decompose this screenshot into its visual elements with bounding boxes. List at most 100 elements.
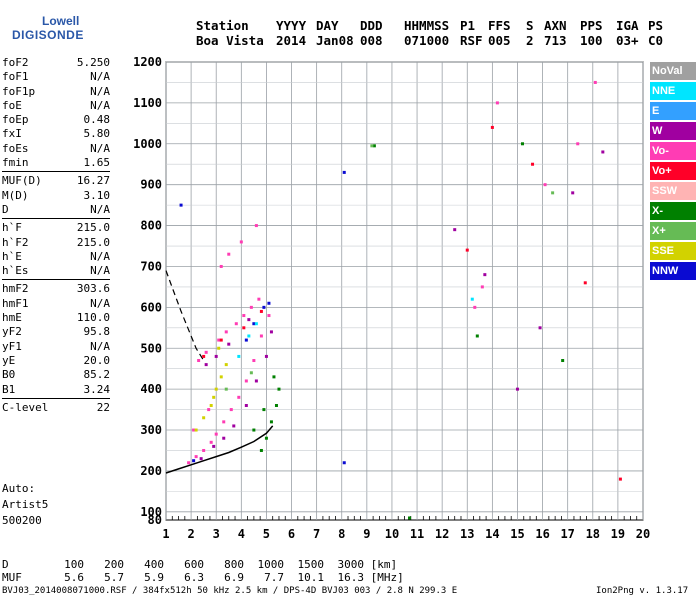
data-point: [583, 281, 587, 285]
y-tick-label: 1000: [133, 137, 162, 151]
data-point: [601, 150, 605, 154]
auto-label: Auto:: [2, 482, 36, 495]
data-point: [531, 162, 535, 166]
header-bottom-3: 008: [360, 33, 383, 48]
param-label: B1: [2, 382, 16, 396]
param-label: foF2: [2, 56, 29, 69]
param-row: MUF(D) 16.27: [2, 174, 110, 188]
data-point: [224, 330, 228, 334]
header-bottom-1: 2014: [276, 33, 307, 48]
param-row: hmE 110.0: [2, 311, 110, 325]
param-row: fmin 1.65: [2, 156, 110, 170]
data-point: [212, 444, 216, 448]
param-value: 5.250: [76, 56, 110, 69]
param-row: foEs N/A: [2, 142, 110, 156]
auto-program: Artist5: [2, 498, 49, 511]
y-tick-label: 300: [140, 423, 162, 437]
data-point: [483, 273, 487, 277]
data-point: [370, 144, 374, 148]
legend-item-noval: NoVal: [650, 62, 696, 80]
data-point: [237, 395, 241, 399]
data-point: [197, 359, 201, 363]
x-tick-label: 3: [213, 527, 220, 541]
y-tick-label: 400: [140, 382, 162, 396]
data-point: [187, 461, 191, 465]
param-value: 85.2: [83, 368, 111, 382]
data-point: [204, 363, 208, 367]
legend-item-ssw: SSW: [650, 182, 696, 200]
profile-dashed-curve: [165, 270, 205, 361]
data-point: [257, 297, 261, 301]
param-label: hmF1: [2, 296, 29, 310]
param-separator: [2, 171, 110, 173]
data-point: [212, 395, 216, 399]
x-tick-label: 17: [560, 527, 574, 541]
data-point: [207, 408, 211, 412]
data-point: [593, 80, 597, 84]
data-point: [252, 359, 256, 363]
row-value: 5.6: [64, 571, 84, 584]
x-tick-label: 8: [338, 527, 345, 541]
param-row: foE N/A: [2, 99, 110, 113]
header-bottom-6: 005: [488, 33, 511, 48]
legend-item-sse: SSE: [650, 242, 696, 260]
data-point: [192, 459, 196, 463]
param-value: N/A: [90, 264, 110, 278]
data-point: [264, 354, 268, 358]
header-top-4: HHMMSS: [404, 18, 450, 33]
param-row: h`F2 215.0: [2, 236, 110, 250]
x-tick-label: 16: [535, 527, 549, 541]
data-point: [202, 448, 206, 452]
data-point: [515, 387, 519, 391]
y-tick-label: 900: [140, 178, 162, 192]
param-row: D N/A: [2, 203, 110, 217]
param-value: 5.80: [83, 127, 111, 141]
data-point: [262, 408, 266, 412]
param-row: foF2 5.250: [2, 56, 110, 70]
data-point: [224, 387, 228, 391]
data-point: [227, 342, 231, 346]
param-label: D: [2, 202, 9, 216]
x-tick-label: 14: [485, 527, 499, 541]
data-point: [194, 455, 198, 459]
x-tick-label: 7: [313, 527, 320, 541]
header-top-3: DDD: [360, 18, 383, 33]
param-row: hmF1 N/A: [2, 297, 110, 311]
y-tick-label: 600: [140, 300, 162, 314]
param-label: hmF2: [2, 282, 29, 296]
param-row: yF2 95.8: [2, 325, 110, 339]
data-point: [202, 354, 206, 358]
param-value: 3.24: [83, 382, 111, 396]
x-tick-label: 15: [510, 527, 524, 541]
header-top-10: IGA: [616, 18, 639, 33]
data-point: [244, 379, 248, 383]
data-point: [543, 183, 547, 187]
data-point: [264, 436, 268, 440]
param-row: B0 85.2: [2, 368, 110, 382]
header-top-9: PPS: [580, 18, 603, 33]
row-value: 400: [144, 558, 164, 571]
auto-code: 500200: [2, 514, 42, 527]
param-value: N/A: [90, 339, 110, 353]
header-bottom-0: Boa Vista: [196, 33, 264, 48]
param-label: fxI: [2, 127, 22, 141]
row-value: 3000: [337, 558, 365, 571]
param-label: foEs: [2, 141, 29, 155]
data-point: [229, 408, 233, 412]
data-point: [249, 305, 253, 309]
data-point: [473, 305, 477, 309]
header-bottom-4: 071000: [404, 33, 450, 48]
data-point: [254, 379, 258, 383]
param-row: yE 20.0: [2, 354, 110, 368]
param-label: M(D): [2, 188, 29, 202]
param-label: yE: [2, 353, 16, 367]
data-point: [342, 170, 346, 174]
muf-table: D 100 200 400 600 800 1000 1500 3000 [km] MUF 5.6…: [2, 558, 404, 584]
legend-item-nnw: NNW: [650, 262, 696, 280]
data-point: [272, 375, 276, 379]
data-point: [239, 240, 243, 244]
row-unit: [MHz]: [364, 571, 404, 584]
param-label: foEp: [2, 113, 29, 127]
row-value: 7.7: [264, 571, 284, 584]
